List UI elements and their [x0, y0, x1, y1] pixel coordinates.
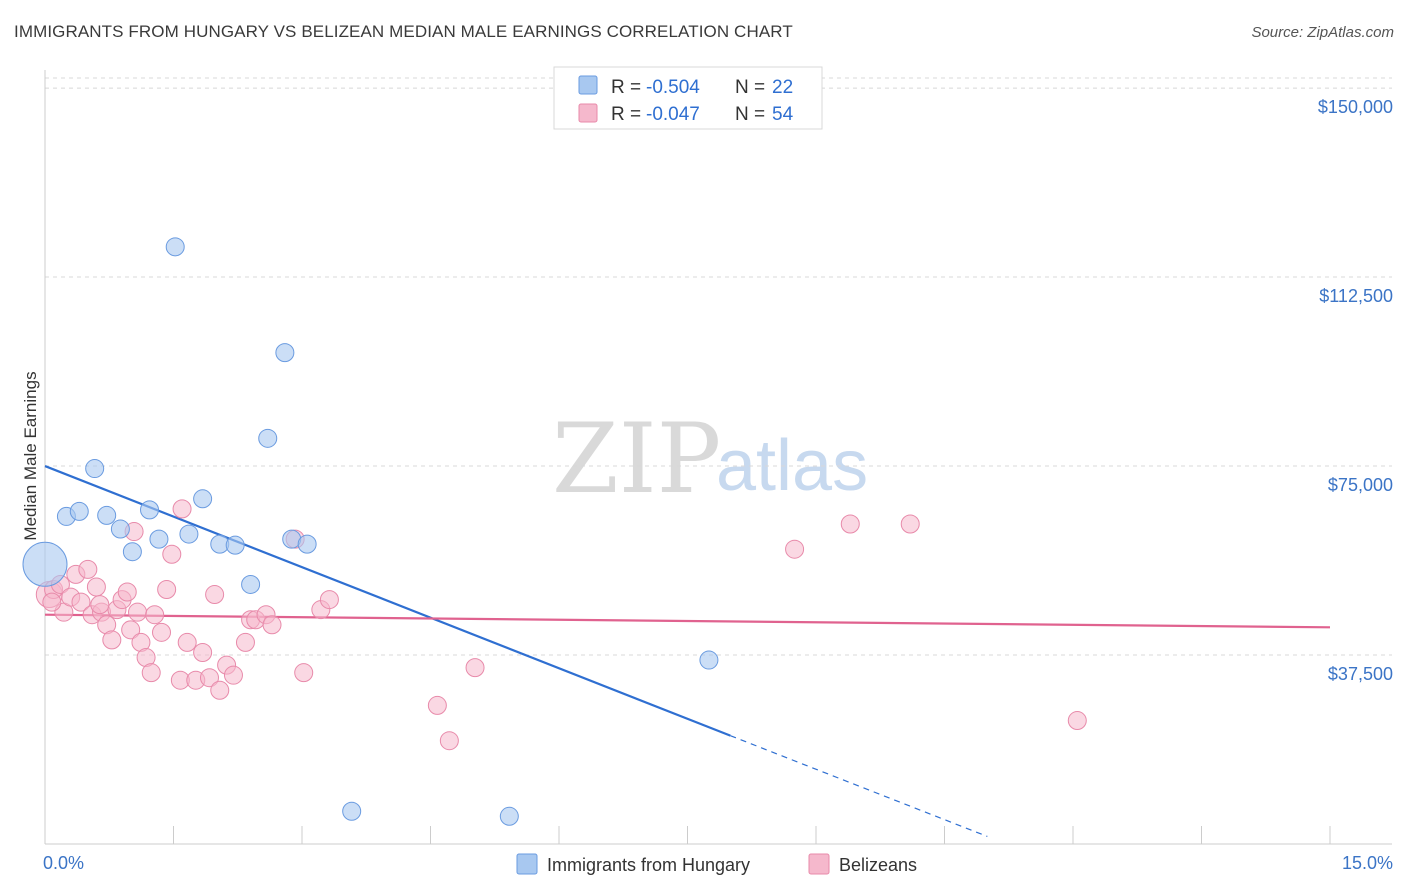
- hungary-point: [297, 534, 317, 554]
- bottom-legend-label-hungary: Immigrants from Hungary: [547, 855, 750, 875]
- belizeans-point: [152, 622, 172, 642]
- y-tick-label: $37,500: [1328, 664, 1393, 684]
- x-tick-label-min: 0.0%: [43, 853, 84, 873]
- legend-r-value-hungary: -0.504: [646, 77, 700, 98]
- belizeans-point: [141, 663, 161, 683]
- belizeans-point: [785, 539, 805, 559]
- hungary-point: [69, 501, 89, 521]
- legend-box: [553, 66, 823, 130]
- watermark: ZIP atlas: [552, 403, 868, 515]
- belizeans-points: [35, 499, 1087, 751]
- hungary-point: [342, 801, 362, 821]
- legend-r-value-belizeans: -0.047: [646, 104, 700, 125]
- hungary-point: [165, 237, 185, 257]
- hungary-point: [241, 574, 261, 594]
- belizeans-point: [210, 680, 230, 700]
- belizeans-point: [42, 592, 62, 612]
- hungary-point: [275, 343, 295, 363]
- belizeans-point: [128, 602, 148, 622]
- bottom-legend-swatch-belizeans: [808, 853, 830, 875]
- hungary-point: [85, 459, 105, 479]
- chart-source: Source: ZipAtlas.com: [1251, 24, 1394, 41]
- hungary-point: [140, 500, 160, 520]
- correlation-legend: R = -0.504 N = 22 R = -0.047 N = 54: [553, 66, 823, 130]
- hungary-point: [122, 542, 142, 562]
- belizeans-point: [162, 544, 182, 564]
- axes: [44, 70, 1392, 845]
- belizeans-point: [1067, 711, 1087, 731]
- belizeans-point: [145, 605, 165, 625]
- belizeans-point: [177, 632, 197, 652]
- belizeans-point: [157, 580, 177, 600]
- belizeans-point: [319, 590, 339, 610]
- hungary-point: [193, 489, 213, 509]
- belizeans-point: [121, 620, 141, 640]
- belizeans-point: [223, 665, 243, 685]
- belizeans-point: [840, 514, 860, 534]
- hungary-point: [225, 535, 245, 555]
- hungary-point: [149, 529, 169, 549]
- y-tick-label: $75,000: [1328, 475, 1393, 495]
- belizeans-point: [102, 630, 122, 650]
- grid: [45, 77, 1392, 656]
- belizeans-point: [235, 632, 255, 652]
- belizeans-point: [900, 514, 920, 534]
- legend-swatch-belizeans: [578, 103, 598, 123]
- hungary-point: [179, 524, 199, 544]
- hungary-point: [22, 541, 68, 587]
- legend-n-label-belizeans: N =: [735, 104, 765, 125]
- legend-swatch-hungary: [578, 75, 598, 95]
- trend-lines: [44, 465, 1331, 837]
- belizeans-point: [193, 643, 213, 662]
- y-tick-label: $112,500: [1319, 286, 1393, 306]
- hungary-points: [22, 237, 719, 826]
- legend-n-value-hungary: 22: [772, 77, 793, 98]
- x-tick-label-max: 15.0%: [1342, 853, 1393, 873]
- hungary-trend-extension: [730, 735, 988, 837]
- belizeans-point: [199, 668, 219, 688]
- belizeans-point: [86, 577, 106, 597]
- belizeans-point: [90, 595, 110, 615]
- belizeans-point: [294, 663, 314, 683]
- bottom-legend-swatch-hungary: [516, 853, 538, 875]
- belizeans-point: [262, 615, 282, 635]
- chart-title: IMMIGRANTS FROM HUNGARY VS BELIZEAN MEDI…: [14, 22, 793, 41]
- belizeans-point: [439, 731, 459, 751]
- belizeans-trend-line: [44, 613, 1331, 629]
- belizeans-point: [427, 695, 447, 715]
- y-tick-labels: $37,500 $75,000 $112,500 $150,000: [1318, 97, 1393, 684]
- hungary-point: [258, 428, 278, 448]
- belizeans-point: [117, 582, 137, 602]
- y-axis-label: Median Male Earnings: [21, 371, 40, 540]
- hungary-point: [110, 519, 130, 539]
- x-tick-marks: [44, 826, 1331, 844]
- legend-r-label-hungary: R =: [611, 77, 641, 98]
- legend-n-value-belizeans: 54: [772, 104, 794, 125]
- hungary-point: [97, 505, 117, 525]
- legend-r-label-belizeans: R =: [611, 104, 641, 125]
- legend-n-label-hungary: N =: [735, 77, 765, 98]
- watermark-zip: ZIP: [552, 403, 721, 515]
- hungary-trend-line: [44, 465, 731, 737]
- y-tick-label: $150,000: [1318, 97, 1393, 117]
- bottom-legend-label-belizeans: Belizeans: [839, 855, 917, 875]
- hungary-point: [699, 650, 719, 670]
- belizeans-point: [172, 499, 192, 519]
- belizeans-point: [205, 585, 225, 605]
- hungary-point: [499, 806, 519, 826]
- belizeans-point: [465, 658, 485, 678]
- belizeans-point: [71, 592, 91, 612]
- belizeans-point: [78, 559, 98, 579]
- series-legend: Immigrants from Hungary Belizeans: [516, 853, 917, 875]
